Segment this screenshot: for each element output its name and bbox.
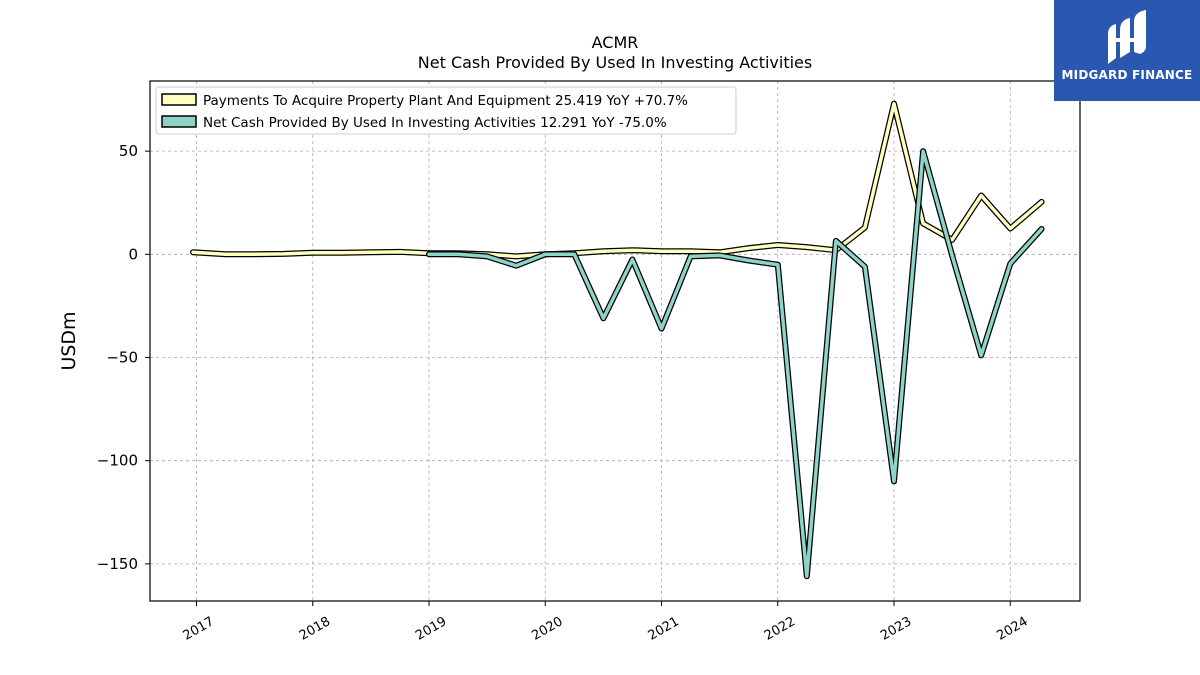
data-point	[660, 327, 662, 329]
data-point	[777, 263, 779, 265]
data-point	[341, 251, 343, 253]
legend-label-net-cash: Net Cash Provided By Used In Investing A…	[203, 115, 667, 131]
data-point	[486, 255, 488, 257]
data-point	[864, 226, 866, 228]
data-point	[806, 575, 808, 577]
data-point	[806, 246, 808, 248]
legend-label-ppe: Payments To Acquire Property Plant And E…	[203, 93, 688, 109]
data-point	[370, 251, 372, 253]
data-point	[1040, 201, 1042, 203]
data-point	[282, 253, 284, 255]
legend-swatch-net-cash	[161, 115, 197, 128]
y-tick-label: 50	[119, 142, 138, 160]
data-point	[631, 249, 633, 251]
y-tick-label: −50	[106, 349, 138, 367]
data-point	[864, 266, 866, 268]
data-point	[777, 244, 779, 246]
data-point	[515, 264, 517, 266]
data-point	[951, 254, 953, 256]
data-point	[457, 253, 459, 255]
x-tick-label: 2019	[413, 614, 449, 644]
chart-title: ACMR	[592, 33, 639, 52]
data-point	[602, 317, 604, 319]
x-tick-label: 2021	[646, 614, 682, 644]
data-point	[573, 253, 575, 255]
x-tick-label: 2018	[297, 614, 333, 644]
data-point	[1009, 262, 1011, 264]
ticks: 50 0 −50 −100 −150 2017 2018 2019 2020 2021 2022 20…	[97, 142, 1031, 644]
data-point	[631, 258, 633, 260]
data-point	[224, 253, 226, 255]
data-point	[399, 251, 401, 253]
legend-box	[155, 86, 737, 135]
data-point	[718, 254, 720, 256]
y-tick-label: 0	[128, 245, 138, 263]
logo-mark-icon	[1108, 10, 1146, 64]
y-tick-label: −150	[97, 555, 138, 573]
series-outline-1	[426, 148, 1045, 580]
chart-subtitle: Net Cash Provided By Used In Investing A…	[418, 53, 812, 72]
data-point	[1040, 228, 1042, 230]
data-point	[747, 259, 749, 261]
data-point	[689, 255, 691, 257]
series-line-1	[427, 149, 1044, 578]
x-tick-label: 2017	[181, 614, 217, 644]
data-point	[893, 480, 895, 482]
data-point	[192, 251, 194, 253]
data-point	[951, 239, 953, 241]
y-axis-label: USDm	[58, 311, 80, 370]
data-point	[835, 240, 837, 242]
x-tick-label: 2023	[878, 614, 914, 644]
x-tick-label: 2022	[762, 614, 798, 644]
brand-logo: MIDGARD FINANCE	[1054, 0, 1200, 101]
x-tick-label: 2024	[994, 614, 1030, 644]
data-point	[980, 194, 982, 196]
series-layer	[190, 100, 1045, 580]
data-point	[747, 247, 749, 249]
data-point	[922, 222, 924, 224]
data-point	[602, 250, 604, 252]
data-point	[544, 253, 546, 255]
plot-frame	[149, 80, 1081, 602]
series-line-0	[191, 101, 1044, 259]
data-point	[660, 250, 662, 252]
legend: Payments To Acquire Property Plant And E…	[155, 86, 737, 135]
data-point	[922, 150, 924, 152]
logo-text: MIDGARD FINANCE	[1061, 68, 1193, 82]
grid	[150, 81, 1080, 601]
data-point	[1009, 227, 1011, 229]
data-point	[515, 255, 517, 257]
data-point	[980, 354, 982, 356]
legend-swatch-ppe	[161, 93, 197, 106]
data-point	[893, 102, 895, 104]
data-point	[689, 250, 691, 252]
data-point	[253, 253, 255, 255]
y-tick-label: −100	[97, 452, 138, 470]
x-tick-label: 2020	[529, 614, 565, 644]
data-point	[312, 251, 314, 253]
data-point	[428, 253, 430, 255]
